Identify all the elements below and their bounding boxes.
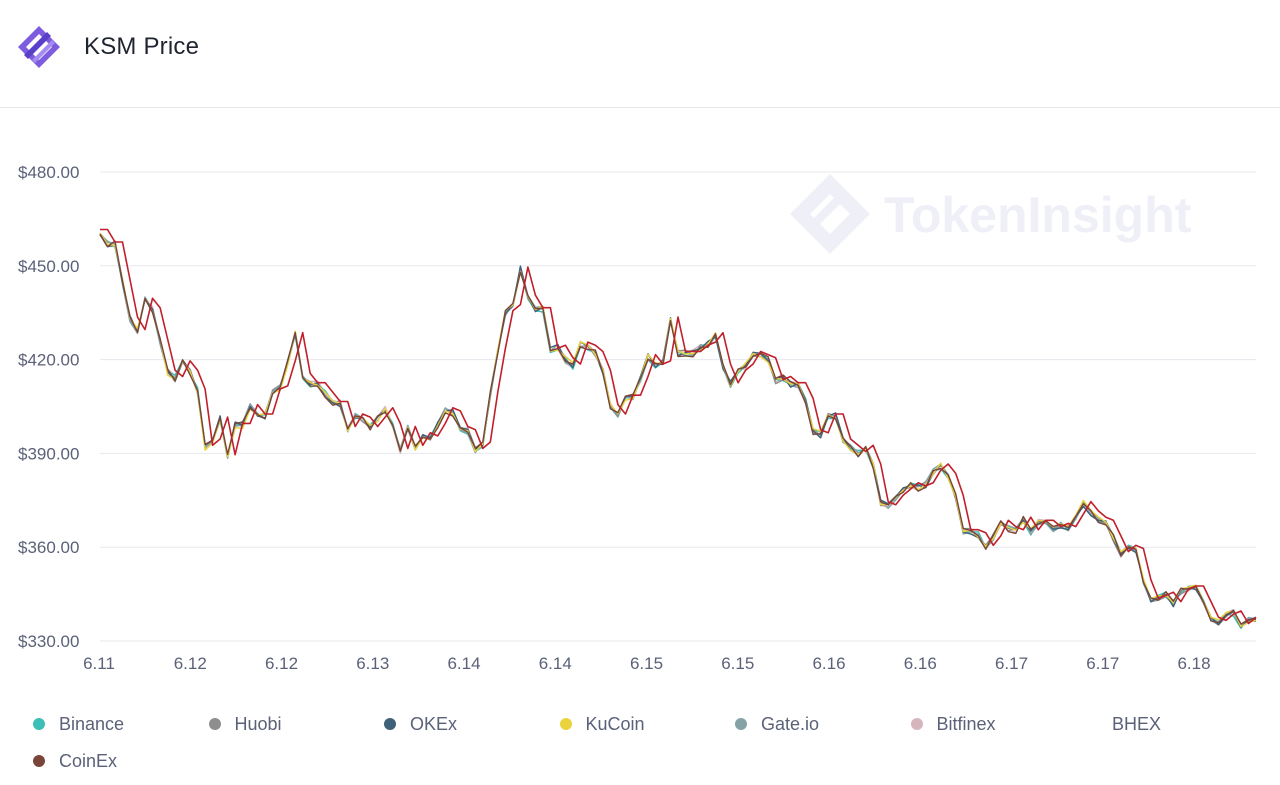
legend-dot-icon <box>33 755 45 767</box>
legend-item-binance[interactable]: Binance <box>33 712 124 736</box>
legend-label: KuCoin <box>585 713 645 734</box>
series-line-bhex <box>100 228 1257 625</box>
x-tick-label: 6.16 <box>904 654 937 673</box>
series-line-kucoin <box>99 232 1257 628</box>
series-line-binance <box>99 234 1257 629</box>
watermark-text: TokenInsight <box>884 187 1192 243</box>
legend-label: Huobi <box>234 713 282 734</box>
legend-dot-icon <box>910 718 923 730</box>
y-tick-label: $360.00 <box>18 538 79 557</box>
x-tick-label: 6.15 <box>721 654 754 673</box>
x-tick-label: 6.14 <box>539 654 572 673</box>
series-line-okex <box>99 234 1257 629</box>
watermark: TokenInsight <box>790 174 1192 254</box>
legend-item-huobi[interactable]: Huobi <box>208 712 282 736</box>
y-tick-label: $450.00 <box>18 257 79 276</box>
series-line-bitfinex <box>99 234 1257 628</box>
y-tick-label: $390.00 <box>18 444 79 463</box>
legend-item-okex[interactable]: OKEx <box>384 712 457 736</box>
legend-label: Binance <box>59 713 125 734</box>
y-tick-label: $420.00 <box>18 351 79 370</box>
watermark-logo-icon <box>790 174 870 254</box>
x-tick-label: 6.12 <box>265 654 298 673</box>
legend-dot-icon <box>208 718 221 730</box>
legend-dot-icon <box>33 718 45 730</box>
legend-label: Bitfinex <box>936 713 996 734</box>
legend-item-bhex[interactable]: BHEX <box>1086 712 1161 736</box>
legend-dot-icon <box>384 718 396 730</box>
legend-label: BHEX <box>1112 713 1162 734</box>
x-tick-label: 6.16 <box>812 654 845 673</box>
x-tick-label: 6.17 <box>1086 654 1119 673</box>
tokeninsight-logo-icon <box>18 26 60 68</box>
series-line-huobi <box>99 233 1257 627</box>
legend-dot-icon <box>735 718 747 730</box>
price-chart: TokenInsight $330.00 $360.00 $390.00 $420.0… <box>18 163 1257 673</box>
series-line-coinex <box>99 233 1257 625</box>
page-title: KSM Price <box>84 33 200 60</box>
y-tick-label: $330.00 <box>18 632 79 651</box>
header: KSM Price <box>0 0 1280 108</box>
legend-dot-icon <box>559 718 572 730</box>
legend-item-kucoin[interactable]: KuCoin <box>559 712 645 736</box>
legend-dot-icon <box>1086 718 1098 730</box>
series-line-gate-io <box>99 232 1257 628</box>
y-tick-label: $480.00 <box>18 163 79 182</box>
legend-label: OKEx <box>410 713 458 734</box>
legend-item-bitfinex[interactable]: Bitfinex <box>910 712 996 736</box>
x-tick-label: 6.14 <box>447 654 480 673</box>
legend-item-gate-io[interactable]: Gate.io <box>735 712 819 736</box>
x-tick-label: 6.13 <box>356 654 389 673</box>
legend-label: Gate.io <box>761 713 820 734</box>
x-tick-label: 6.15 <box>630 654 663 673</box>
x-tick-label: 6.17 <box>995 654 1028 673</box>
legend-label: CoinEx <box>59 750 118 771</box>
x-tick-label: 6.12 <box>174 654 207 673</box>
x-tick-label: 6.18 <box>1177 654 1210 673</box>
legend-item-coinex[interactable]: CoinEx <box>33 749 117 773</box>
x-tick-label: 6.11 <box>83 654 115 673</box>
